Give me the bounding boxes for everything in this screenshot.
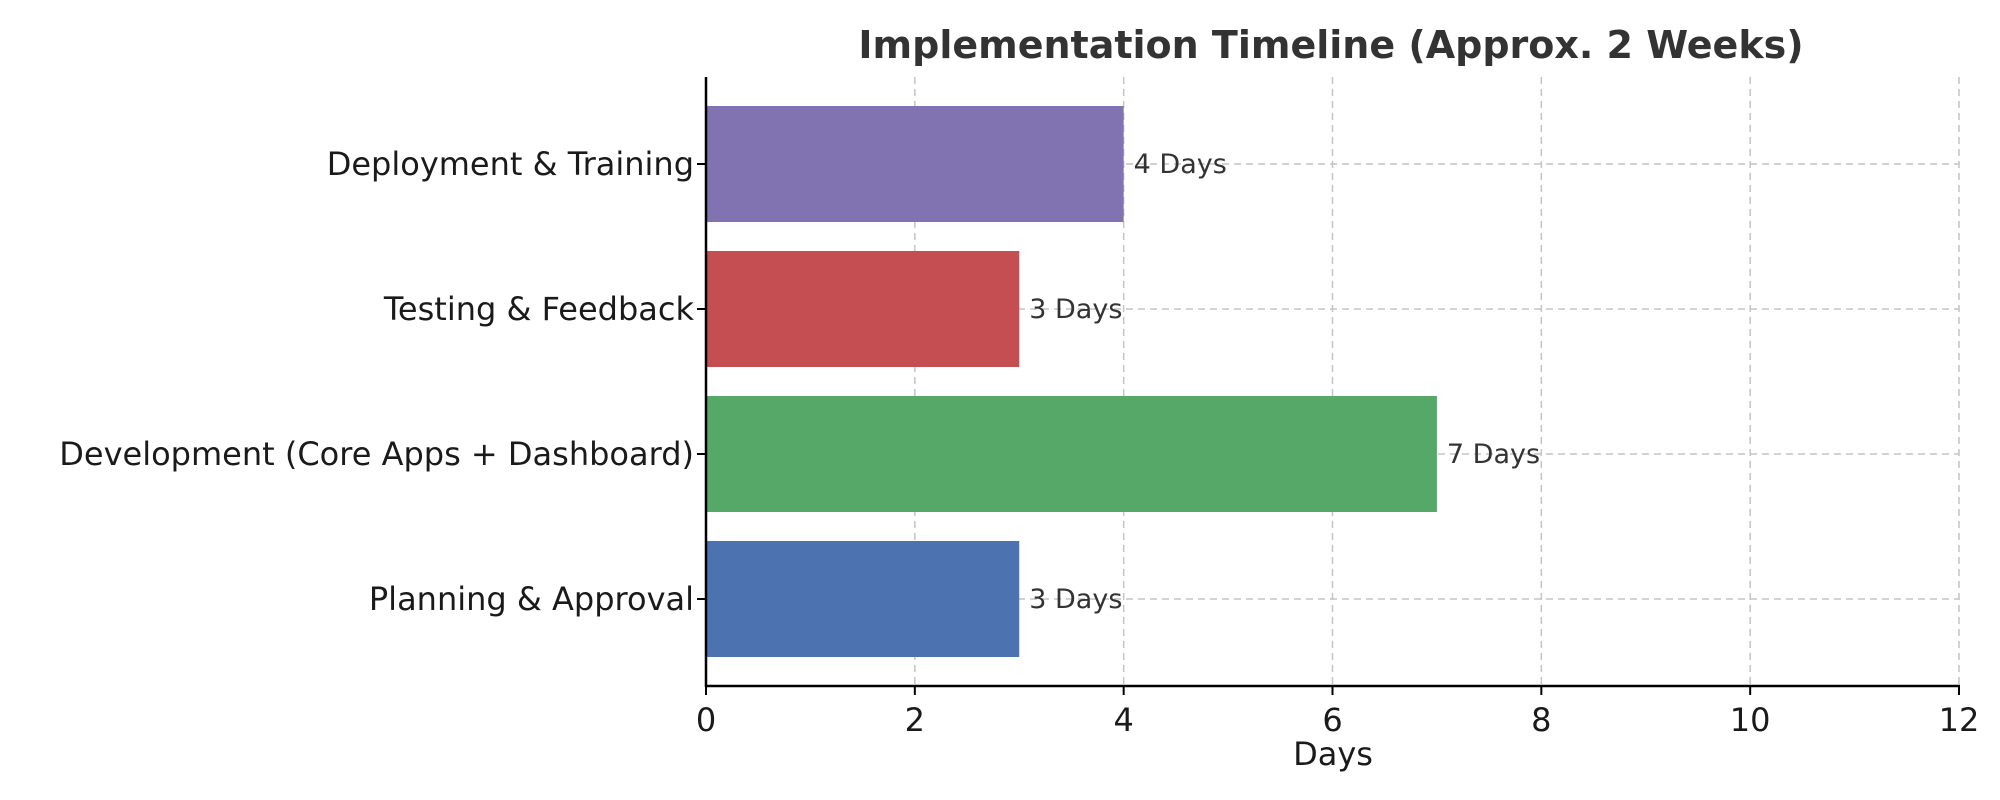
x-axis-title: Days [1293, 735, 1373, 773]
x-tick-label: 6 [1322, 701, 1342, 739]
x-tick-label: 8 [1531, 701, 1551, 739]
y-axis-categories: Planning & Approval Development (Core App… [59, 145, 706, 618]
bar-value-label: 7 Days [1447, 439, 1540, 470]
x-tick-label: 10 [1730, 701, 1771, 739]
bar [706, 251, 1020, 367]
bar [706, 106, 1124, 222]
bar-value-label: 4 Days [1134, 149, 1227, 180]
y-category-label: Planning & Approval [369, 580, 694, 618]
y-category-label: Testing & Feedback [383, 290, 695, 328]
x-tick-label: 2 [905, 701, 925, 739]
bars [706, 106, 1437, 657]
x-axis-ticks: 0 2 4 6 8 10 12 [696, 686, 1980, 739]
bar [706, 541, 1020, 657]
bar-value-label: 3 Days [1029, 294, 1122, 325]
x-tick-label: 12 [1939, 701, 1980, 739]
y-category-label: Deployment & Training [327, 145, 694, 183]
bar [706, 396, 1437, 512]
x-tick-label: 4 [1113, 701, 1133, 739]
chart-title: Implementation Timeline (Approx. 2 Weeks… [858, 23, 1803, 67]
y-category-label: Development (Core Apps + Dashboard) [59, 435, 694, 473]
x-tick-label: 0 [696, 701, 716, 739]
bar-value-label: 3 Days [1029, 584, 1122, 615]
data-labels: 3 Days 7 Days 3 Days 4 Days [1029, 149, 1540, 615]
